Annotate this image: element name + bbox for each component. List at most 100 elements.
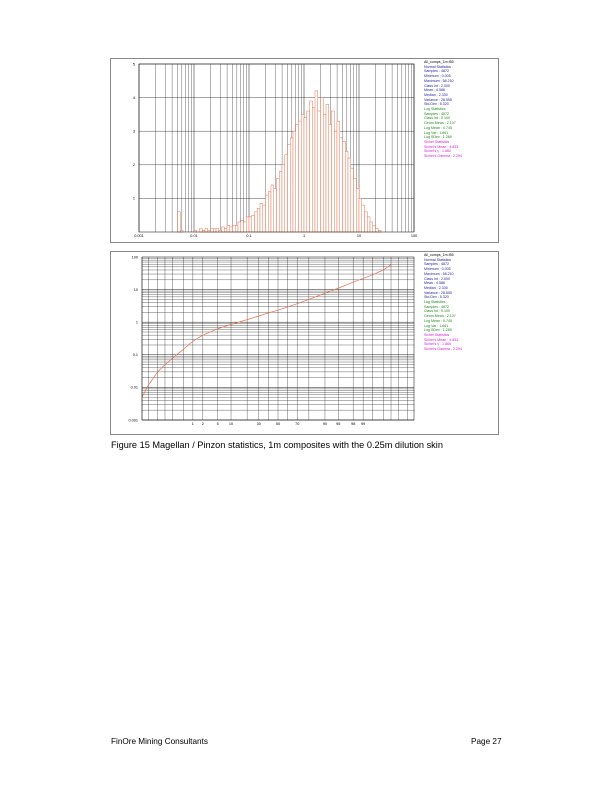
x-tick-label: 98 xyxy=(351,422,355,426)
x-tick-label: 1 xyxy=(192,422,194,426)
footer-page-number: Page 27 xyxy=(471,737,502,746)
y-tick-label: 1 xyxy=(136,321,138,325)
legend-sichel-mean: Sichel's Mean : 4.833 xyxy=(424,144,459,149)
legend-normal-class-int: Class Int : 2.000 xyxy=(424,83,450,88)
legend-sichel-heading: Sichel Statistics xyxy=(424,139,450,144)
probability-plot-chart: 0.001 0.01 0.1 1 10 100 1 2 5 10 30 50 70 90 95 98 99 xyxy=(128,255,415,426)
legend-normal-median: Median : 2.330 xyxy=(424,92,448,97)
legend-sichel-heading: Sichel Statistics xyxy=(424,332,450,337)
histogram-bar xyxy=(232,225,236,233)
histogram-bar xyxy=(320,97,324,233)
histogram-bar xyxy=(309,100,313,233)
legend-log-heading: Log Statistics xyxy=(424,107,446,112)
legend-sichel-gamma-symbol: Sichel's γ : 1.860 xyxy=(424,149,452,154)
legend-normal-minimum: Minimum : 0.005 xyxy=(424,267,451,272)
legend-log-mean: Log Mean : 0.745 xyxy=(424,318,452,323)
histogram-bar xyxy=(298,120,302,233)
histogram-bar xyxy=(361,204,365,233)
histogram-bar xyxy=(229,226,233,233)
legend-normal-heading: Normal Statistics xyxy=(424,257,451,262)
legend-sichel-gamma: Sichel's Gamma : 2.294 xyxy=(424,347,463,352)
histogram-bar xyxy=(325,104,329,233)
histogram-bar xyxy=(218,230,222,233)
histogram-bar xyxy=(328,124,332,233)
histogram-bar xyxy=(347,157,351,233)
x-tick-label: 10 xyxy=(229,422,233,426)
x-tick-label: 99 xyxy=(361,422,365,426)
legend-normal-maximum: Maximum : 58.210 xyxy=(424,78,454,83)
histogram-bar xyxy=(336,120,340,233)
histogram-bar xyxy=(251,214,255,233)
y-tick-label: 0.001 xyxy=(128,418,138,422)
x-tick-label: 1 xyxy=(303,234,305,238)
histogram-bar xyxy=(180,230,184,233)
histogram-bar xyxy=(369,221,373,233)
histogram-panel: 1 2 3 4 5 0.001 0.01 0.1 1 10 100 All_comps_1m.f55… xyxy=(110,58,499,243)
y-tick-label: 10 xyxy=(134,288,138,292)
histogram-bar xyxy=(235,225,239,233)
legend-normal-minimum: Minimum : 0.005 xyxy=(424,74,451,79)
histogram-bar xyxy=(339,137,343,233)
histogram-bar xyxy=(204,228,208,233)
legend-log-class-int: Class Int : 0.100 xyxy=(424,116,450,121)
histogram-bar xyxy=(270,184,274,233)
histogram-bar xyxy=(281,164,285,233)
histogram-bar xyxy=(378,230,382,233)
legend-sichel-mean: Sichel's Mean : 4.833 xyxy=(424,337,459,342)
histogram-bar xyxy=(202,230,206,233)
histogram-bar xyxy=(312,107,316,233)
y-tick-label: 1 xyxy=(133,197,135,201)
legend-normal-variance: Variance : 28.595 xyxy=(424,97,452,102)
histogram-bar xyxy=(287,144,291,233)
legend-log-sdev: Log SDev : 1.289 xyxy=(424,135,452,140)
histogram-bar xyxy=(301,114,305,233)
histogram-bar xyxy=(284,154,288,233)
histogram-bar xyxy=(248,216,252,233)
histogram-bar xyxy=(292,130,296,233)
x-tick-label: 2 xyxy=(202,422,204,426)
x-tick-label: 5 xyxy=(217,422,219,426)
histogram-bar xyxy=(314,90,318,233)
legend-log-class-int: Class Int : 0.100 xyxy=(424,309,450,314)
y-tick-label: 4 xyxy=(133,96,135,100)
legend-log-heading: Log Statistics xyxy=(424,300,446,305)
histogram-bar xyxy=(290,137,294,233)
histogram-bar xyxy=(243,221,247,233)
legend-log-mean: Log Mean : 0.745 xyxy=(424,125,452,130)
histogram-bar xyxy=(265,194,269,233)
histogram-bar xyxy=(254,211,258,233)
histogram-bar xyxy=(207,230,211,233)
histogram-bar xyxy=(356,188,360,233)
histogram-bar xyxy=(372,225,376,233)
legend-log-sdev: Log SDev : 1.289 xyxy=(424,328,452,333)
histogram-bar xyxy=(273,188,277,233)
legend-normal-median: Median : 2.330 xyxy=(424,285,448,290)
y-tick-label: 5 xyxy=(133,62,135,66)
probability-legend: All_comps_1m.f55 Normal Statistics Sampl… xyxy=(424,253,495,352)
plot-frame xyxy=(138,63,415,233)
legend-normal-heading: Normal Statistics xyxy=(424,64,451,69)
footer-company: FinOre Mining Consultants xyxy=(111,737,208,746)
histogram-bar xyxy=(279,171,283,233)
histogram-bar xyxy=(375,228,379,233)
x-tick-label: 95 xyxy=(336,422,340,426)
histogram-bar xyxy=(259,203,263,233)
histogram-bar xyxy=(237,221,241,233)
histogram-bar xyxy=(342,141,346,233)
y-tick-label: 0.1 xyxy=(133,353,138,357)
histogram-bar xyxy=(224,228,228,233)
x-tick-label: 90 xyxy=(323,422,327,426)
histogram-bar xyxy=(276,177,280,233)
legend-sichel-gamma-symbol: Sichel's γ : 1.860 xyxy=(424,342,452,347)
histogram-chart: 1 2 3 4 5 0.001 0.01 0.1 1 10 100 xyxy=(133,62,417,238)
histogram-bar xyxy=(306,110,310,233)
histogram-bar xyxy=(262,204,266,233)
histogram-bar xyxy=(367,216,371,233)
x-tick-label: 0.001 xyxy=(134,234,144,238)
y-tick-label: 0.01 xyxy=(131,386,138,390)
legend-log-samples: Samples : 4872 xyxy=(424,111,449,116)
x-tick-label: 100 xyxy=(411,234,417,238)
legend-normal-mean: Mean : 4.586 xyxy=(424,88,445,93)
histogram-bar xyxy=(268,191,272,233)
histogram-bar xyxy=(210,228,214,233)
